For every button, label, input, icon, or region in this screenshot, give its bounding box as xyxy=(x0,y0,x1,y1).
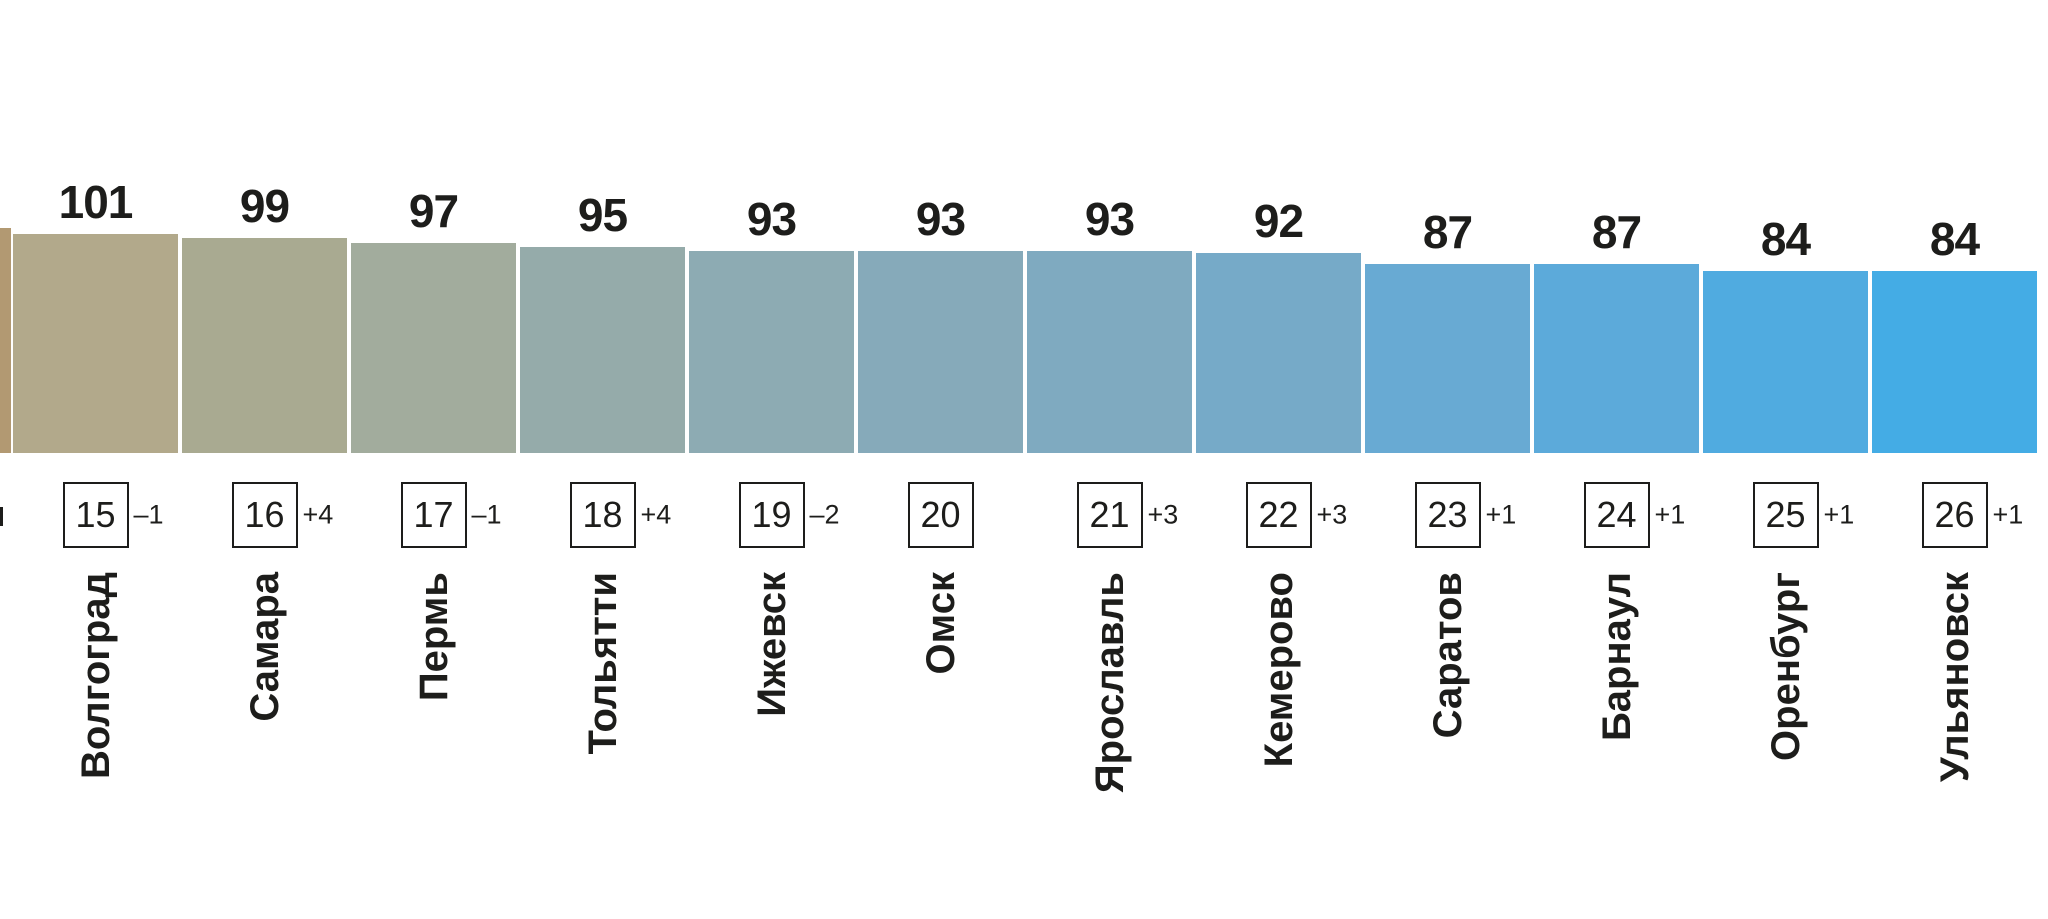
rank-change: +3 xyxy=(1316,499,1348,530)
rank-number: 20 xyxy=(920,494,961,535)
rank-number: 26 xyxy=(1934,494,1975,535)
rank-change: +3 xyxy=(1147,499,1179,530)
bar-value-label: 84 xyxy=(1760,213,1811,265)
bar-value-label: 93 xyxy=(746,193,797,245)
city-label: Оренбург xyxy=(1763,572,1808,761)
bar-column: 95 18 +4 Тольятти xyxy=(520,0,685,919)
rank-number: 16 xyxy=(244,494,285,535)
bar xyxy=(520,247,685,453)
city-label: Ярославль xyxy=(1087,572,1132,794)
bar xyxy=(689,251,854,453)
rank-number: 25 xyxy=(1765,494,1806,535)
rank-change: –2 xyxy=(809,499,840,530)
bar-column: 99 16 +4 Самара xyxy=(182,0,347,919)
city-label: Кемерово xyxy=(1256,572,1301,768)
city-label: Пермь xyxy=(411,572,456,702)
bar xyxy=(1365,264,1530,453)
bar-value-label: 92 xyxy=(1253,195,1304,247)
rank-change: +1 xyxy=(1992,499,2024,530)
bar-column: 101 15 –1 Волгоград xyxy=(13,0,178,919)
rank-number: 18 xyxy=(582,494,623,535)
rank-change: +1 xyxy=(1823,499,1855,530)
city-label: Омск xyxy=(918,572,963,675)
rank-number: 15 xyxy=(75,494,116,535)
bar-value-label: 101 xyxy=(58,176,134,228)
bar xyxy=(1872,271,2037,453)
rank-number: 24 xyxy=(1596,494,1637,535)
bar xyxy=(1534,264,1699,453)
rank-change: +4 xyxy=(640,499,672,530)
bar-columns: 101 15 –1 Волгоград 99 16 +4 Самара 97 1… xyxy=(13,0,2037,919)
bar xyxy=(182,238,347,453)
city-label: Ульяновск xyxy=(1932,572,1977,783)
rank-box: 20 xyxy=(907,482,974,548)
city-label: Волгоград xyxy=(73,572,118,780)
rank-box: 26 xyxy=(1921,482,1988,548)
rank-number: 22 xyxy=(1258,494,1299,535)
bar-column: 93 21 +3 Ярославль xyxy=(1027,0,1192,919)
rank-change: +4 xyxy=(302,499,334,530)
bar xyxy=(13,234,178,453)
bar-value-label: 93 xyxy=(1084,193,1135,245)
rank-change: +1 xyxy=(1485,499,1517,530)
rank-box: 17 xyxy=(400,482,467,548)
rank-box: 23 xyxy=(1414,482,1481,548)
bar xyxy=(1196,253,1361,453)
bar xyxy=(1027,251,1192,453)
rank-box: 18 xyxy=(569,482,636,548)
bar xyxy=(351,243,516,453)
bar-value-label: 87 xyxy=(1422,206,1473,258)
rank-change-partial-left xyxy=(0,507,3,526)
bar-value-label: 99 xyxy=(239,180,290,232)
rank-change: +1 xyxy=(1654,499,1686,530)
rank-change: –1 xyxy=(133,499,164,530)
rank-box: 25 xyxy=(1752,482,1819,548)
bar-column: 87 23 +1 Саратов xyxy=(1365,0,1530,919)
bar-column: 97 17 –1 Пермь xyxy=(351,0,516,919)
rank-box: 21 xyxy=(1076,482,1143,548)
rank-number: 21 xyxy=(1089,494,1130,535)
bar-column: 87 24 +1 Барнаул xyxy=(1534,0,1699,919)
city-label: Самара xyxy=(242,572,287,722)
bar xyxy=(1703,271,1868,453)
bar-partial-left xyxy=(0,228,11,453)
rank-box: 16 xyxy=(231,482,298,548)
rank-box: 24 xyxy=(1583,482,1650,548)
bar-column: 84 25 +1 Оренбург xyxy=(1703,0,1868,919)
bar-column: 93 19 –2 Ижевск xyxy=(689,0,854,919)
rank-box: 19 xyxy=(738,482,805,548)
bar xyxy=(858,251,1023,453)
rank-box: 22 xyxy=(1245,482,1312,548)
city-label: Барнаул xyxy=(1594,572,1639,741)
rank-number: 23 xyxy=(1427,494,1468,535)
bar-value-label: 97 xyxy=(408,185,459,237)
rank-number: 17 xyxy=(413,494,454,535)
bar-column: 92 22 +3 Кемерово xyxy=(1196,0,1361,919)
bar-value-label: 87 xyxy=(1591,206,1642,258)
bar-column: 93 20 Омск xyxy=(858,0,1023,919)
bar-value-label: 93 xyxy=(915,193,966,245)
city-label: Саратов xyxy=(1425,572,1470,739)
rank-box: 15 xyxy=(62,482,129,548)
city-label: Ижевск xyxy=(749,572,794,717)
city-label: Тольятти xyxy=(580,572,625,755)
bar-value-label: 95 xyxy=(577,189,628,241)
rank-change: –1 xyxy=(471,499,502,530)
bar-column: 84 26 +1 Ульяновск xyxy=(1872,0,2037,919)
bar-value-label: 84 xyxy=(1929,213,1980,265)
rank-number: 19 xyxy=(751,494,792,535)
